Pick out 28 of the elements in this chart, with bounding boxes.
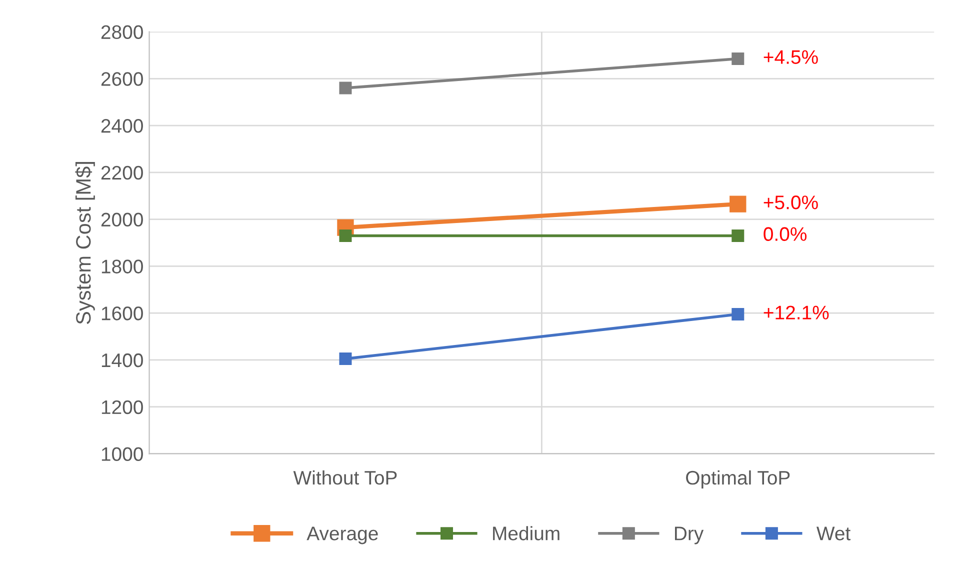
annotation: 0.0% <box>764 227 807 241</box>
y-tick-label: 1400 <box>102 353 143 368</box>
y-tick-label: 1200 <box>102 400 143 414</box>
y-tick-label: 1600 <box>102 306 143 320</box>
y-tick-label: 1000 <box>102 447 143 461</box>
y-tick-label: 2000 <box>101 212 143 227</box>
legend-label: Medium <box>493 526 560 540</box>
legend-label: Average <box>306 526 378 544</box>
x-tick-label: Optimal ToP <box>686 470 790 489</box>
point <box>339 229 352 242</box>
y-tick-label: 2200 <box>101 166 143 180</box>
annotation: +5.0% <box>764 196 818 210</box>
point <box>732 229 744 242</box>
point <box>732 308 744 321</box>
annotation: +12.1% <box>764 306 829 320</box>
point <box>339 82 352 94</box>
point <box>730 196 746 212</box>
legend-label: Wet <box>816 526 851 540</box>
legend-label: Dry <box>674 526 704 544</box>
y-axis-title: System Cost [M$] <box>75 162 95 324</box>
annotation: +4.5% <box>764 50 818 64</box>
y-tick-label: 2400 <box>101 119 143 133</box>
y-tick-label: 2600 <box>101 72 143 86</box>
point <box>339 352 352 366</box>
y-tick-label: 1800 <box>102 260 143 274</box>
x-tick-label: Without ToP <box>293 470 397 485</box>
y-tick-label: 2800 <box>101 25 143 40</box>
point <box>732 52 744 65</box>
